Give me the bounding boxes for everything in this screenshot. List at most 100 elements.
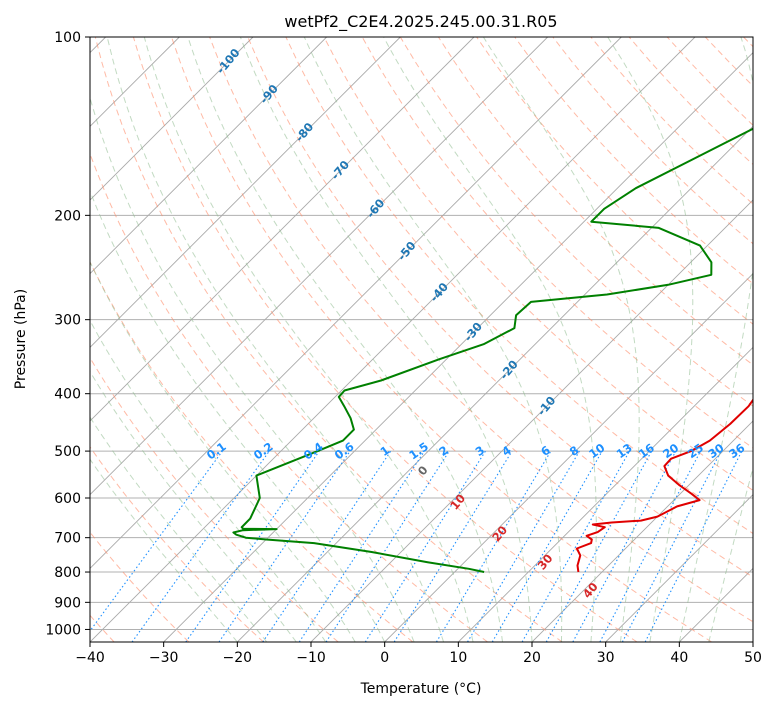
dry-adiabat-line bbox=[171, 37, 712, 642]
y-tick-label: 1000 bbox=[45, 622, 81, 638]
y-tick-label: 400 bbox=[54, 387, 81, 403]
mixing-ratio-line bbox=[599, 450, 702, 642]
isotherm-line bbox=[163, 52, 753, 642]
mixing-ratio-line bbox=[364, 450, 486, 642]
dry-adiabat-line bbox=[90, 356, 339, 642]
mixing-ratio-label: 0.4 bbox=[301, 439, 326, 462]
mixing-ratio-line bbox=[572, 450, 677, 642]
dry-adiabat-line bbox=[132, 37, 638, 642]
mixing-ratio-line bbox=[90, 450, 223, 632]
dry-adiabat-line bbox=[94, 37, 563, 642]
moist-adiabat-line bbox=[383, 37, 597, 642]
moist-adiabat-line bbox=[187, 37, 503, 642]
y-tick-label: 500 bbox=[54, 444, 81, 460]
chart-title: wetPf2_C2E4.2025.245.00.31.R05 bbox=[284, 12, 557, 32]
dry-adiabat-line bbox=[90, 152, 488, 642]
dry-adiabat-line bbox=[285, 37, 753, 535]
dry-adiabat-line bbox=[247, 37, 753, 578]
isotherm-line bbox=[531, 420, 753, 642]
mixing-ratio-line bbox=[262, 450, 392, 642]
dry-adiabat-line bbox=[437, 37, 753, 366]
mixing-ratio-line bbox=[435, 450, 552, 642]
moist-adiabat-line bbox=[482, 37, 640, 642]
mixing-ratio-line bbox=[298, 450, 425, 642]
y-axis-label: Pressure (hPa) bbox=[13, 289, 29, 389]
moist-adiabat-line bbox=[90, 96, 415, 642]
moist-adiabat-label: 40 bbox=[580, 580, 601, 601]
x-tick-label: 40 bbox=[670, 650, 688, 666]
chart-grid bbox=[90, 37, 753, 642]
isotherm-line bbox=[90, 37, 696, 642]
isotherm-line bbox=[679, 567, 753, 642]
moist-adiabat-line bbox=[106, 37, 445, 642]
y-tick-label: 800 bbox=[54, 565, 81, 581]
mixing-ratio-label: 20 bbox=[660, 441, 681, 462]
mixing-ratio-label: 1.5 bbox=[406, 439, 431, 462]
dry-adiabat-line bbox=[743, 37, 753, 48]
isotherm-line bbox=[90, 37, 548, 496]
x-tick-label: 30 bbox=[597, 650, 615, 666]
isotherm-line bbox=[384, 273, 753, 642]
mixing-ratio-line bbox=[467, 450, 580, 642]
dry-adiabat-line bbox=[209, 37, 753, 623]
isotherm-line bbox=[90, 37, 475, 422]
isotherm-line bbox=[90, 37, 254, 201]
moist-adiabat-line bbox=[90, 260, 356, 642]
plot-frame bbox=[89, 36, 754, 643]
mixing-ratio-label: 0.1 bbox=[204, 439, 229, 462]
y-tick-label: 200 bbox=[54, 208, 81, 224]
moist-adiabat-label: 0 bbox=[415, 463, 431, 478]
moist-adiabat-line bbox=[90, 189, 386, 642]
mixing-ratio-line bbox=[545, 450, 653, 642]
mixing-ratio-label: 10 bbox=[586, 441, 607, 462]
y-tick-label: 700 bbox=[54, 531, 81, 547]
mixing-ratio-line bbox=[491, 450, 603, 642]
x-tick-label: 10 bbox=[449, 650, 467, 666]
temperature-profile-line bbox=[575, 398, 753, 573]
mixing-ratio-label: 30 bbox=[705, 441, 726, 462]
chart-ticks: −40 −30 −20 −10 0 10 20 30 40 50 100 200 300 400 500 60… bbox=[45, 30, 762, 666]
moist-adiabat-label: 10 bbox=[447, 491, 468, 512]
mixing-ratio-label: 16 bbox=[636, 441, 657, 462]
x-tick-label: 20 bbox=[523, 650, 541, 666]
x-axis-label: Temperature (°C) bbox=[360, 681, 482, 697]
mixing-ratio-line bbox=[521, 450, 630, 642]
dry-adiabat-line bbox=[90, 446, 264, 642]
moist-adiabat-line bbox=[303, 37, 563, 642]
dry-adiabat-line bbox=[590, 37, 753, 205]
isotherm-line bbox=[752, 641, 753, 642]
y-tick-label: 300 bbox=[54, 313, 81, 329]
chart-series bbox=[232, 127, 753, 573]
mixing-ratio-line bbox=[218, 450, 351, 642]
moist-adiabat-line bbox=[708, 466, 753, 642]
x-tick-label: −40 bbox=[75, 650, 105, 666]
y-tick-label: 100 bbox=[54, 30, 81, 46]
moist-adiabat-label: 30 bbox=[535, 551, 556, 572]
moist-adiabat-line bbox=[239, 37, 533, 642]
moist-adiabat-line bbox=[678, 37, 753, 642]
isotherm-line bbox=[237, 125, 753, 642]
isotherm-line bbox=[90, 37, 622, 569]
dry-adiabat-line bbox=[90, 260, 414, 642]
mixing-ratio-line bbox=[185, 450, 320, 642]
moist-adiabat-line bbox=[90, 416, 268, 642]
isotherm-line bbox=[310, 199, 753, 642]
x-tick-label: −30 bbox=[149, 650, 179, 666]
mixing-ratio-line bbox=[393, 450, 513, 642]
mixing-ratio-line bbox=[644, 450, 743, 642]
y-tick-label: 600 bbox=[54, 491, 81, 507]
x-tick-label: −10 bbox=[296, 650, 326, 666]
isotherm-line bbox=[605, 494, 753, 642]
isotherm-line bbox=[90, 37, 401, 348]
x-tick-label: 50 bbox=[744, 650, 762, 666]
isotherm-line bbox=[90, 37, 327, 275]
mixing-ratio-label: 13 bbox=[614, 441, 635, 462]
mixing-ratio-label: 36 bbox=[726, 441, 747, 462]
moist-adiabat-line bbox=[607, 37, 694, 642]
moist-adiabat-line bbox=[90, 458, 238, 642]
dry-adiabat-line bbox=[552, 37, 753, 245]
moist-adiabat-label: 20 bbox=[489, 523, 510, 544]
x-tick-label: −20 bbox=[223, 650, 253, 666]
isotherm-line bbox=[458, 346, 753, 642]
